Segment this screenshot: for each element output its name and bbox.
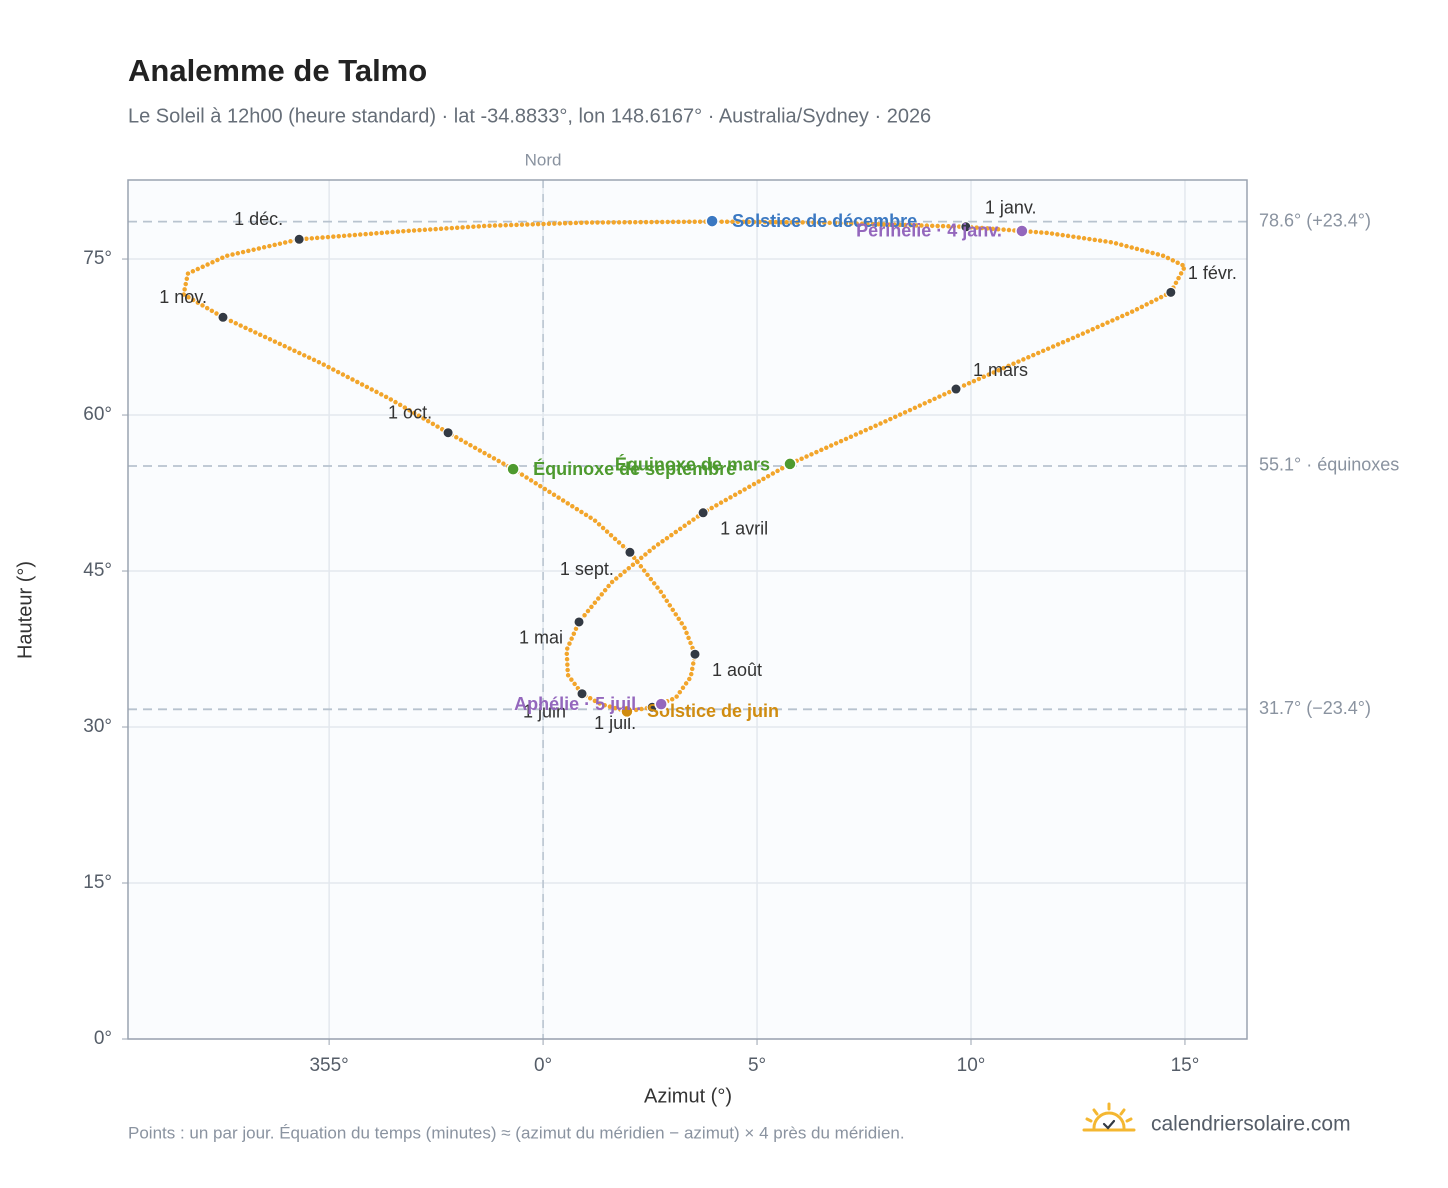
month-marker [689,648,701,660]
x-tick-label: 15° [1171,1055,1200,1076]
event-marker [620,704,634,719]
logo-check [1102,1119,1116,1130]
y-tick-label: 15° [83,872,112,893]
event-label: Périhélie · 4 janv. [856,221,1002,241]
month-marker [573,616,585,628]
logo [1082,1102,1136,1132]
month-label: 1 févr. [1188,263,1237,283]
x-tick-label: 355° [309,1055,348,1076]
logo-ray [1125,1117,1133,1123]
month-marker [217,311,229,323]
chart-title: Analemme de Talmo [128,53,427,88]
event-marker [506,462,520,476]
month-marker [576,688,588,700]
month-marker [960,221,972,233]
y-axis-label: Hauteur (°) [14,561,36,659]
footnote: Points : un par jour. Équation du temps … [128,1123,905,1142]
reference-label: 78.6° (+23.4°) [1259,210,1371,230]
month-label: 1 sept. [560,559,614,579]
month-label: 1 juin [523,701,566,721]
month-marker [1165,286,1177,298]
source: calendriersolaire.com [1151,1113,1351,1136]
x-tick-label: 10° [957,1055,986,1076]
event-label: Aphélie · 5 juil. [514,694,641,714]
y-tick-label: 45° [83,560,112,581]
event-marker [654,697,668,711]
event-label: Solstice de juin [647,701,779,721]
x-tick-label: 0° [534,1055,552,1076]
month-label: 1 nov. [159,287,207,307]
north-label: Nord [525,150,562,169]
month-label: 1 janv. [985,198,1037,218]
y-tick-label: 75° [83,248,112,269]
plot-layer: 1 janv. 1 févr. 1 mars 1 avril 1 mai 1 juin 1 … [128,180,1247,1040]
y-tick-label: 30° [83,716,112,737]
logo-ray [1085,1117,1093,1123]
month-label: 1 déc. [234,209,283,229]
event-label: Équinoxe de septembre [533,458,736,479]
event-marker [705,214,719,228]
plot-area [128,180,1247,1039]
event-marker [1015,224,1029,238]
x-tick-label: 5° [748,1055,766,1076]
month-marker [293,233,305,245]
logo-sun [1092,1111,1126,1130]
month-label: 1 mars [973,360,1028,380]
event-marker [783,457,797,471]
chart-subtitle: Le Soleil à 12h00 (heure standard) · lat… [128,105,931,127]
logo-ray [1092,1108,1099,1116]
month-marker [624,546,636,558]
reference-label: 31.7° (−23.4°) [1259,698,1371,718]
y-tick-label: 0° [94,1028,112,1049]
event-label: Solstice de décembre [732,211,917,231]
month-label: 1 août [712,660,762,680]
month-label: 1 avril [720,519,768,539]
month-marker [697,507,709,519]
x-axis-label: Azimut (°) [644,1085,732,1107]
y-tick-label: 60° [83,404,112,425]
month-label: 1 mai [519,628,563,648]
logo-ray [1119,1108,1126,1116]
month-marker [950,383,962,395]
event-label: Équinoxe de mars [615,454,770,475]
month-marker [442,427,454,439]
reference-label: 55.1° · équinoxes [1259,455,1399,475]
month-label: 1 oct. [388,402,432,422]
plot-border [127,179,1248,1040]
